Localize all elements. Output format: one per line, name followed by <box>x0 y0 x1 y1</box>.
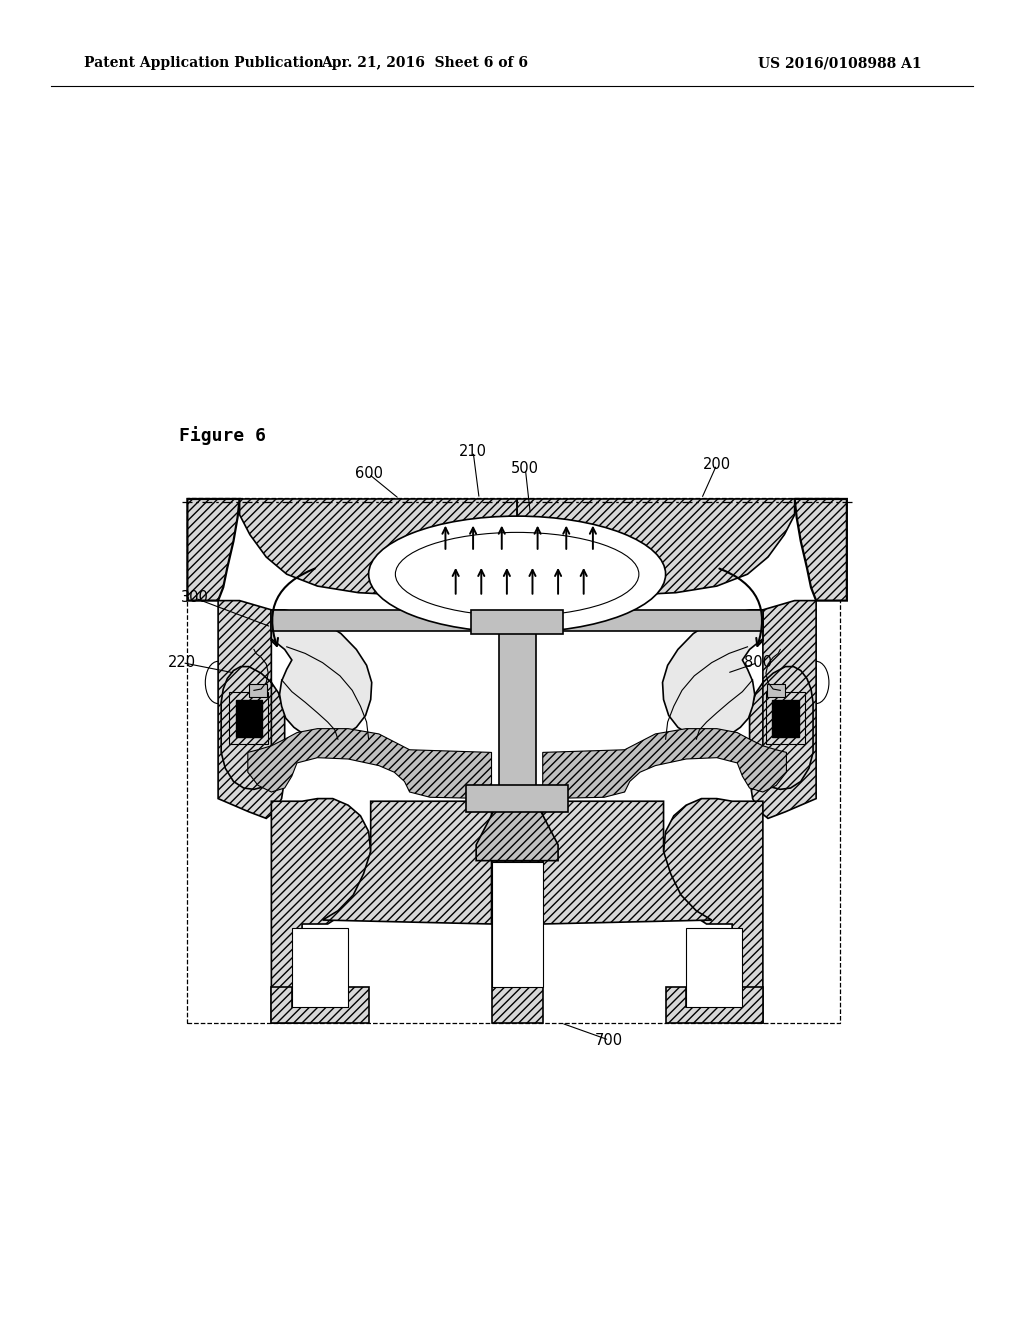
Text: 600: 600 <box>354 466 383 482</box>
Text: US 2016/0108988 A1: US 2016/0108988 A1 <box>758 57 922 70</box>
Ellipse shape <box>369 516 666 632</box>
Text: 220: 220 <box>168 655 197 671</box>
Bar <box>466 785 568 812</box>
Polygon shape <box>750 601 816 818</box>
Text: 500: 500 <box>511 461 540 477</box>
Polygon shape <box>271 610 372 739</box>
Bar <box>499 627 536 801</box>
Polygon shape <box>271 987 369 1023</box>
Polygon shape <box>218 601 285 818</box>
Bar <box>249 684 267 697</box>
Bar <box>471 610 563 634</box>
Bar <box>271 610 763 631</box>
Polygon shape <box>795 499 847 601</box>
Text: 210: 210 <box>459 444 487 459</box>
Polygon shape <box>240 499 517 597</box>
Text: 200: 200 <box>702 457 731 473</box>
Polygon shape <box>517 499 795 597</box>
Polygon shape <box>271 799 371 1023</box>
Polygon shape <box>666 987 763 1023</box>
Bar <box>492 861 543 1023</box>
Text: 300: 300 <box>180 590 209 606</box>
Bar <box>767 684 785 697</box>
Bar <box>229 692 268 744</box>
Text: 700: 700 <box>595 1032 624 1048</box>
Polygon shape <box>543 801 712 924</box>
Text: Patent Application Publication: Patent Application Publication <box>84 57 324 70</box>
Bar <box>292 928 348 1007</box>
Polygon shape <box>663 610 763 739</box>
Bar <box>686 928 742 1007</box>
Bar <box>187 498 840 1023</box>
Text: 800: 800 <box>743 655 772 671</box>
Polygon shape <box>543 729 786 799</box>
Text: Apr. 21, 2016  Sheet 6 of 6: Apr. 21, 2016 Sheet 6 of 6 <box>322 57 528 70</box>
Bar <box>772 700 799 737</box>
Polygon shape <box>664 799 763 1023</box>
Bar <box>236 700 262 737</box>
Polygon shape <box>476 801 558 861</box>
Bar <box>766 692 805 744</box>
Polygon shape <box>323 801 492 924</box>
Polygon shape <box>187 499 240 601</box>
Bar <box>492 862 543 987</box>
Polygon shape <box>248 729 492 799</box>
Text: Figure 6: Figure 6 <box>179 426 266 445</box>
